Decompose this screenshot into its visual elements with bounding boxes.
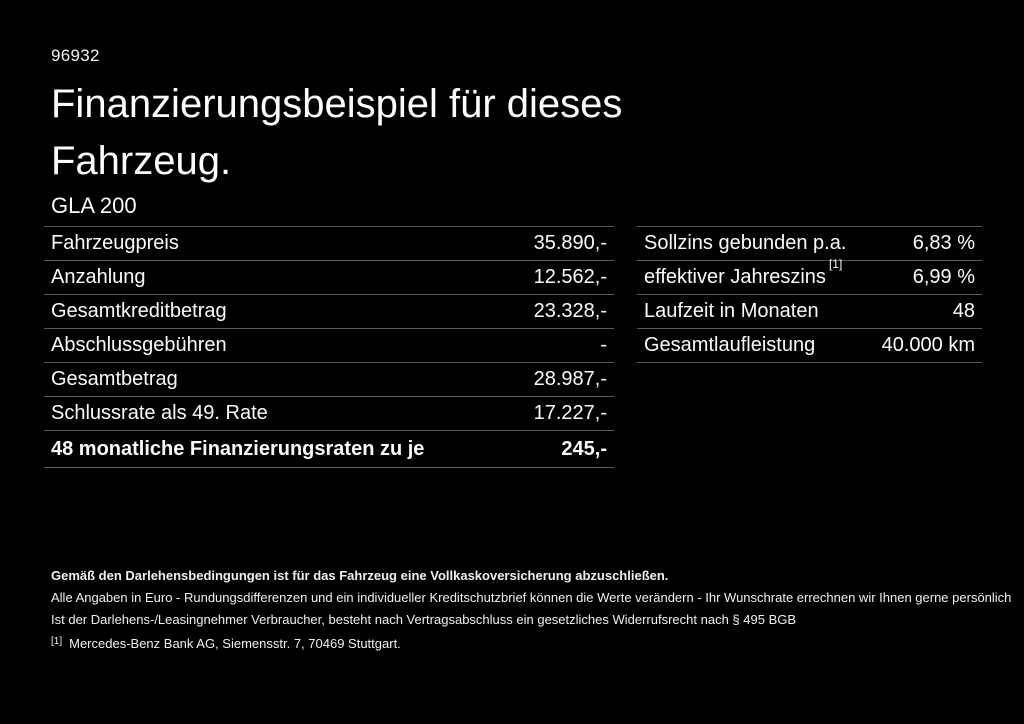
table-row: Fahrzeugpreis 35.890,-	[44, 227, 614, 261]
footnote-marker: [1]	[51, 636, 63, 647]
row-label: 48 monatliche Finanzierungsraten zu je	[51, 437, 425, 460]
table-row: Abschlussgebühren -	[44, 329, 614, 363]
table-row: Gesamtbetrag 28.987,-	[44, 363, 614, 397]
row-value: 28.987,-	[533, 368, 607, 390]
vehicle-model: GLA 200	[51, 193, 137, 218]
page-title: Finanzierungsbeispiel für dieses Fahrzeu…	[51, 76, 622, 190]
financing-table: Fahrzeugpreis 35.890,- Anzahlung 12.562,…	[44, 226, 614, 468]
row-value: 12.562,-	[533, 266, 607, 288]
page-title-line-2: Fahrzeug.	[51, 139, 232, 183]
disclaimer-line: Alle Angaben in Euro - Rundungsdifferenz…	[51, 590, 1012, 605]
row-value: 35.890,-	[533, 232, 607, 254]
page-title-line-1: Finanzierungsbeispiel für dieses	[51, 82, 623, 126]
row-value: -	[600, 334, 607, 356]
reference-number: 96932	[51, 46, 100, 65]
row-label: Abschlussgebühren	[51, 334, 227, 356]
insurance-requirement-note: Gemäß den Darlehensbedingungen ist für d…	[51, 568, 669, 583]
table-row-monthly-rate: 48 monatliche Finanzierungsraten zu je 2…	[44, 431, 614, 468]
row-label: Gesamtlaufleistung	[644, 334, 816, 356]
row-label: effektiver Jahreszins[1]	[644, 258, 842, 289]
table-row: Gesamtlaufleistung 40.000 km	[637, 329, 982, 363]
footnote-text: Mercedes-Benz Bank AG, Siemensstr. 7, 70…	[69, 636, 401, 651]
row-value: 245,-	[561, 437, 607, 460]
row-value: 6,99 %	[912, 266, 975, 288]
table-row: effektiver Jahreszins[1] 6,99 %	[637, 258, 982, 295]
row-label: Sollzins gebunden p.a.	[644, 232, 847, 254]
footnote-reference: [1]	[828, 257, 843, 272]
conditions-table: Sollzins gebunden p.a. 6,83 % effektiver…	[637, 226, 982, 363]
table-row: Anzahlung 12.562,-	[44, 261, 614, 295]
row-label: Schlussrate als 49. Rate	[51, 402, 268, 424]
row-value: 17.227,-	[533, 402, 607, 424]
table-row: Gesamtkreditbetrag 23.328,-	[44, 295, 614, 329]
row-label-text: effektiver Jahreszins	[644, 266, 826, 288]
table-row: Schlussrate als 49. Rate 17.227,-	[44, 397, 614, 431]
withdrawal-right-note: Ist der Darlehens-/Leasingnehmer Verbrau…	[51, 612, 797, 627]
bank-footnote: [1] Mercedes-Benz Bank AG, Siemensstr. 7,…	[51, 636, 401, 651]
row-label: Laufzeit in Monaten	[644, 300, 819, 322]
row-label: Gesamtkreditbetrag	[51, 300, 227, 322]
row-value: 48	[952, 300, 975, 322]
row-label: Fahrzeugpreis	[51, 232, 179, 254]
row-label: Anzahlung	[51, 266, 146, 288]
row-value: 40.000 km	[881, 334, 975, 356]
row-value: 6,83 %	[912, 232, 975, 254]
row-label: Gesamtbetrag	[51, 368, 178, 390]
table-row: Laufzeit in Monaten 48	[637, 295, 982, 329]
row-value: 23.328,-	[533, 300, 607, 322]
table-row: Sollzins gebunden p.a. 6,83 %	[637, 227, 982, 261]
